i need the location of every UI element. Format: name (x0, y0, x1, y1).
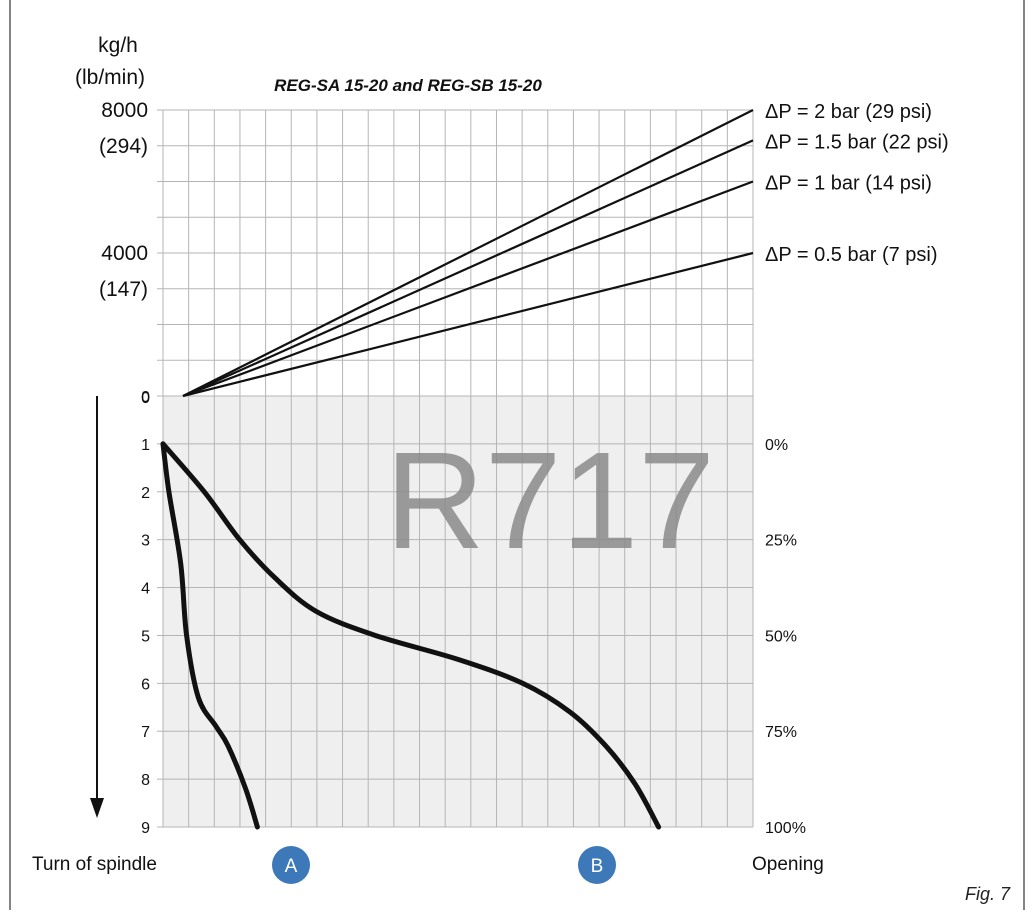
upper-y-tick-label: 4000 (101, 242, 148, 265)
upper-y-tick-label: 0 (141, 390, 150, 407)
turn-of-spindle-label: Turn of spindle (32, 854, 157, 875)
figure-label: Fig. 7 (965, 884, 1011, 904)
upper-y-tick-sublabel: (147) (99, 278, 148, 301)
opening-tick-label: 0% (765, 437, 788, 454)
badge-b-circle (578, 846, 616, 884)
flow-line-label: ΔP = 1 bar (14 psi) (765, 173, 932, 195)
chart-grid (157, 109, 754, 828)
lower-y-ticks: 0 1 2 3 4 5 6 7 8 9 (141, 389, 150, 837)
flow-line-label: ΔP = 1.5 bar (22 psi) (765, 131, 949, 153)
turn-tick-label: 8 (141, 772, 150, 789)
turn-tick-label: 0 (141, 389, 150, 406)
opening-tick-label: 75% (765, 724, 797, 741)
turn-tick-label: 3 (141, 533, 150, 550)
turn-arrow-head (90, 798, 104, 818)
flow-series-labels: ΔP = 2 bar (29 psi) ΔP = 1.5 bar (22 psi)… (765, 101, 949, 266)
y-axis-label-kgh: kg/h (98, 34, 138, 57)
turn-tick-label: 4 (141, 581, 150, 598)
upper-y-tick-label: 8000 (101, 99, 148, 122)
opening-tick-label: 50% (765, 628, 797, 645)
spindle-curve-b (160, 441, 662, 830)
opening-ticks: 0% 25% 50% 75% 100% (765, 437, 806, 837)
upper-y-ticks: 8000 (294) 4000 (147) 0 (99, 99, 150, 407)
turn-tick-label: 7 (141, 724, 150, 741)
turn-tick-label: 1 (141, 437, 150, 454)
turn-tick-label: 5 (141, 628, 150, 645)
upper-y-tick-sublabel: (294) (99, 135, 148, 158)
watermark-text: R717 (385, 424, 715, 578)
turn-tick-label: 2 (141, 485, 150, 502)
lower-panel-background (163, 396, 753, 827)
flow-line (182, 139, 754, 398)
flow-line (182, 180, 754, 398)
flow-line (182, 109, 754, 397)
badge-b-label: B (591, 856, 604, 877)
flow-series (182, 109, 754, 398)
turn-tick-label: 6 (141, 676, 150, 693)
opening-tick-label: 100% (765, 820, 806, 837)
chart-title: REG-SA 15-20 and REG-SB 15-20 (274, 76, 542, 95)
turn-tick-label: 9 (141, 820, 150, 837)
flow-line-label: ΔP = 2 bar (29 psi) (765, 101, 932, 123)
badge-a-circle (272, 846, 310, 884)
spindle-curve-a (160, 441, 260, 830)
y-axis-label-lbmin: (lb/min) (75, 66, 145, 89)
opening-label: Opening (752, 854, 824, 875)
badge-a-label: A (285, 856, 298, 877)
flow-line-label: ΔP = 0.5 bar (7 psi) (765, 244, 938, 266)
opening-tick-label: 25% (765, 533, 797, 550)
spindle-curves (160, 441, 662, 830)
flow-line (182, 251, 754, 398)
